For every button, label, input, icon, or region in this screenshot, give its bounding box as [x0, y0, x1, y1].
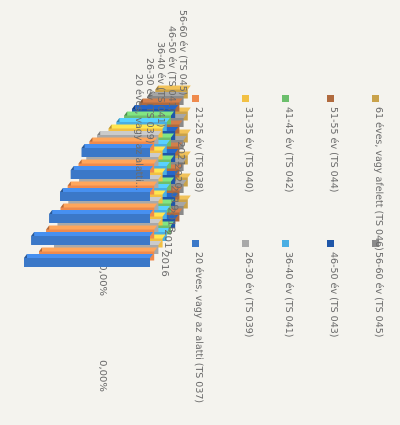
legend-swatch	[327, 240, 334, 247]
legend-label: 41-45 év (TS 042)	[283, 107, 294, 193]
legend-label: 31-35 év (TS 040)	[243, 107, 254, 193]
bar-front	[81, 148, 150, 157]
bar-top	[132, 105, 179, 109]
legend-item: 21-25 év (TS 038)	[192, 95, 204, 193]
bar-top	[108, 124, 166, 129]
legend-swatch	[372, 95, 379, 102]
legend-item: 46-50 év (TS 043)	[327, 240, 339, 338]
bar	[70, 166, 153, 179]
bar-front	[70, 170, 150, 179]
legend-item: 31-35 év (TS 040)	[242, 95, 254, 193]
bar-top	[49, 210, 154, 214]
bar-front	[60, 192, 150, 201]
legend-label: 21-25 év (TS 038)	[193, 107, 204, 193]
legend: 20 éves, vagy az alatti (TS 037) 21-25 év…	[192, 95, 384, 403]
bar-top	[60, 203, 158, 208]
legend-swatch	[192, 95, 199, 102]
legend-swatch	[192, 240, 199, 247]
depth-label: 26-30 év (TS 039)	[144, 58, 155, 144]
depth-label: 46-50 év (TS 041)	[166, 26, 177, 112]
legend-item: 41-45 év (TS 042)	[282, 95, 294, 193]
legend-swatch	[372, 240, 379, 247]
bar-top	[124, 111, 174, 116]
legend-label: 56-60 év (TS 045)	[373, 252, 384, 338]
legend-item: 20 éves, vagy az alatti (TS 037)	[192, 240, 204, 403]
bar-top	[89, 137, 158, 142]
bar-top	[97, 131, 162, 135]
category-label: 2019	[169, 185, 180, 210]
bar-top	[60, 188, 153, 192]
depth-label: 56-60 év (TS 045)	[177, 10, 188, 96]
depth-label: 36-40 év (TS 041)	[155, 42, 166, 128]
legend-label: 36-40 év (TS 041)	[283, 252, 294, 338]
bar-top	[139, 98, 183, 103]
bar-top	[67, 181, 158, 186]
bar-top	[70, 166, 153, 170]
bar-front	[49, 214, 151, 223]
legend-item: 36-40 év (TS 041)	[282, 240, 294, 338]
bar-top	[39, 247, 158, 252]
legend-item: 51-55 év (TS 044)	[327, 95, 339, 193]
category-label: 2021	[175, 141, 186, 166]
depth-label: 20 éves, vagy az alatti...	[133, 74, 144, 191]
y-tick-label: 0,00%	[97, 360, 108, 392]
bar-front	[31, 236, 151, 245]
bar-top	[46, 225, 158, 230]
legend-label: 46-50 év (TS 043)	[328, 252, 339, 338]
bar-top	[81, 144, 153, 148]
legend-swatch	[282, 95, 289, 102]
depth-axis-labels: 56-60 év (TS 045)46-50 év (TS 041)36-40 …	[133, 10, 188, 191]
legend-label: 51-55 év (TS 044)	[328, 107, 339, 193]
category-label: 2017	[162, 229, 173, 254]
legend-label: 20 éves, vagy az alatti (TS 037)	[193, 252, 204, 403]
y-tick-label: 10,00%	[97, 258, 108, 296]
bar	[24, 254, 153, 267]
legend-item: 61 éves, vagy afelett (TS 046)	[372, 95, 384, 251]
legend-label: 61 éves, vagy afelett (TS 046)	[373, 107, 384, 251]
bar-top	[155, 85, 191, 90]
bar-top	[116, 118, 170, 122]
plot-area	[24, 85, 191, 267]
bar-top	[24, 254, 153, 258]
bar-front	[24, 258, 150, 267]
legend-item: 26-30 év (TS 039)	[242, 240, 254, 338]
bar	[49, 210, 154, 223]
legend-swatch	[242, 95, 249, 102]
legend-swatch	[327, 95, 334, 102]
category-label: 2016	[159, 251, 170, 276]
legend-swatch	[282, 240, 289, 247]
legend-label: 26-30 év (TS 039)	[243, 252, 254, 338]
legend-item: 56-60 év (TS 045)	[372, 240, 384, 338]
category-label: 2020	[172, 163, 183, 188]
bar	[60, 188, 153, 201]
bar-top	[147, 92, 187, 96]
bar-top	[78, 159, 158, 164]
bar-top	[31, 232, 154, 236]
category-label: 2018	[165, 207, 176, 232]
bar	[81, 144, 153, 157]
legend-swatch	[242, 240, 249, 247]
bar	[31, 232, 154, 245]
